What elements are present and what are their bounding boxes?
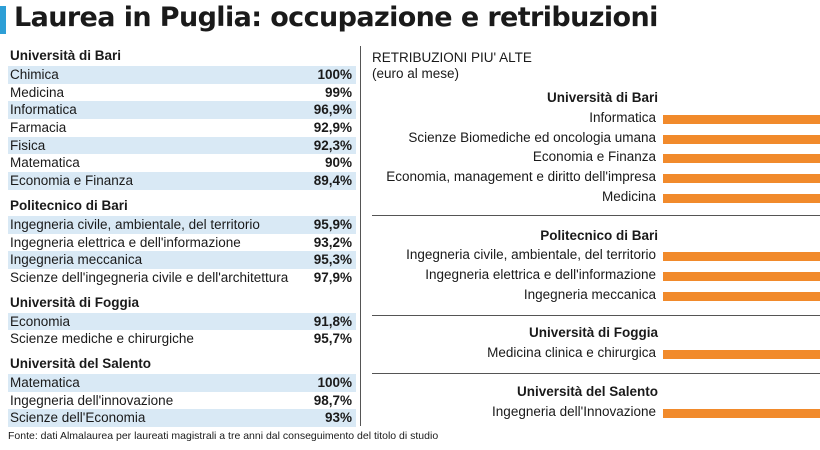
employment-rate: 93% [324, 410, 352, 426]
employment-rate: 95,7% [313, 331, 352, 347]
degree-label: Informatica [10, 102, 77, 118]
chart-heading: RETRIBUZIONI PIU' ALTE (euro al mese) [372, 50, 532, 82]
employment-rate: 91,8% [313, 313, 352, 329]
table-row: Ingegneria elettrica e dell'informazione… [8, 234, 356, 252]
degree-label: Scienze dell'Economia [10, 410, 146, 426]
salary-bar [663, 408, 820, 418]
bar-label: Informatica [589, 110, 656, 125]
page-title: Laurea in Puglia: occupazione e retribuz… [14, 2, 658, 33]
salary-bar [663, 134, 820, 144]
bar-label: Economia, management e diritto dell'impr… [386, 169, 656, 184]
degree-label: Chimica [10, 67, 59, 82]
employment-rate: 100% [317, 374, 352, 390]
salary-bar [663, 173, 820, 183]
table-row: Economia e Finanza 89,4% [8, 172, 356, 190]
bar-label: Scienze Biomediche ed oncologia umana [408, 130, 656, 145]
table-row: Farmacia 92,9% [8, 119, 356, 137]
salary-bar [663, 153, 820, 163]
table-row: Ingegneria meccanica 95,3% [8, 251, 356, 269]
group-divider [372, 373, 820, 374]
bar-label: Medicina clinica e chirurgica [487, 345, 656, 360]
degree-label: Farmacia [10, 120, 67, 136]
university-heading: Università di Bari [10, 48, 122, 63]
employment-rate: 100% [317, 67, 352, 82]
salary-bar [663, 291, 820, 301]
university-heading: Politecnico di Bari [10, 197, 128, 213]
employment-rate: 89,4% [313, 173, 352, 189]
degree-label: Scienze dell'ingegneria civile e dell'ar… [10, 269, 289, 285]
employment-rate: 92,9% [313, 120, 352, 136]
table-row: Matematica 90% [8, 154, 356, 172]
employment-rate: 93,2% [313, 234, 352, 250]
degree-label: Matematica [10, 155, 80, 171]
bar-label: Ingegneria meccanica [523, 287, 656, 302]
degree-label: Medicina [10, 84, 65, 100]
salary-bar [663, 251, 820, 261]
employment-rate: 97,9% [313, 269, 352, 285]
chart-group-heading: Università di Bari [546, 90, 658, 105]
chart-group-heading: Università del Salento [516, 384, 658, 399]
chart-group-heading: Università di Foggia [528, 325, 658, 340]
table-row: Chimica 100% [8, 66, 356, 84]
table-row: Economia 91,8% [8, 312, 356, 331]
university-heading: Università del Salento [10, 355, 152, 371]
title-accent-bar [0, 6, 6, 34]
bar-label: Medicina [601, 189, 656, 204]
bar-label: Ingegneria elettrica e dell'informazione [425, 267, 656, 282]
table-row: Medicina 99% [8, 84, 356, 102]
chart-group-heading: Politecnico di Bari [540, 228, 658, 243]
table-row: Matematica 100% [8, 373, 356, 392]
degree-label: Ingegneria dell'innovazione [10, 392, 174, 408]
degree-label: Scienze mediche e chirurgiche [10, 331, 194, 347]
table-row: Fisica 92,3% [8, 136, 356, 155]
degree-label: Matematica [10, 374, 80, 390]
bar-label: Ingegneria civile, ambientale, del terri… [406, 247, 656, 262]
chart-subtitle: (euro al mese) [372, 66, 460, 81]
salary-bar [663, 271, 820, 281]
salary-bar [663, 349, 820, 359]
employment-rate: 90% [324, 155, 352, 171]
employment-rate: 98,7% [313, 392, 352, 408]
employment-rate: 99% [324, 84, 352, 100]
table-row: Informatica 96,9% [8, 101, 356, 120]
university-heading: Università di Foggia [10, 294, 140, 310]
bar-label: Ingegneria dell'Innovazione [492, 404, 656, 419]
degree-label: Economia e Finanza [10, 173, 134, 189]
degree-label: Fisica [10, 137, 46, 153]
chart-title: RETRIBUZIONI PIU' ALTE [372, 50, 532, 65]
degree-label: Economia [10, 313, 71, 329]
table-row: Scienze dell'Economia 93% [8, 409, 356, 427]
degree-label: Ingegneria meccanica [10, 252, 143, 268]
table-row: Scienze mediche e chirurgiche 95,7% [8, 330, 356, 348]
employment-rate: 95,3% [313, 252, 352, 268]
employment-rate: 92,3% [313, 137, 352, 153]
table-row: Ingegneria dell'innovazione 98,7% [8, 392, 356, 410]
salary-bar [663, 114, 820, 124]
employment-rate: 96,9% [313, 102, 352, 118]
bar-label: Economia e Finanza [532, 149, 656, 164]
table-row: Ingegneria civile, ambientale, del terri… [8, 215, 356, 234]
group-divider [372, 215, 820, 216]
column-divider [360, 46, 361, 426]
source-footnote: Fonte: dati Almalaurea per laureati magi… [8, 430, 439, 442]
degree-label: Ingegneria civile, ambientale, del terri… [10, 216, 260, 232]
group-divider [372, 315, 820, 316]
salary-bar [663, 193, 820, 203]
table-row: Scienze dell'ingegneria civile e dell'ar… [8, 269, 356, 287]
occupazione-table: Università di Bari Chimica 100% Medicina 99%… [8, 46, 356, 427]
employment-rate: 95,9% [313, 216, 352, 232]
degree-label: Ingegneria elettrica e dell'informazione [10, 234, 241, 250]
